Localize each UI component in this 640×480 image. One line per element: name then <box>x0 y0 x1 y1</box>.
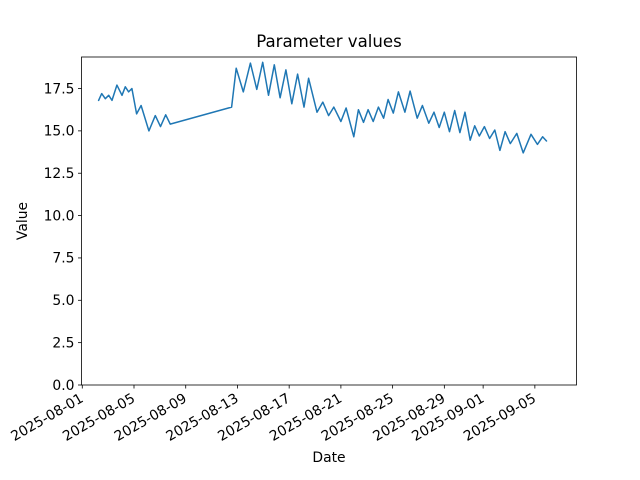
series-group <box>97 61 548 154</box>
y-axis-label: Value <box>15 202 31 240</box>
series-line-parameter-values <box>97 61 548 154</box>
x-axis-label: Date <box>312 450 345 466</box>
plot-frame <box>81 56 577 386</box>
y-tick-label: 0.0 <box>52 378 74 394</box>
y-tick-label: 12.5 <box>44 166 75 182</box>
y-tick-label: 10.0 <box>44 208 75 224</box>
chart-title: Parameter values <box>256 32 402 51</box>
y-tick-label: 7.5 <box>52 251 74 267</box>
y-tick-label: 17.5 <box>44 81 75 97</box>
y-tick-label: 15.0 <box>44 124 75 140</box>
y-tick-label: 2.5 <box>52 335 74 351</box>
y-axis: 0.0 2.5 5.0 7.5 10.0 12.5 15.0 17.5 <box>44 81 82 394</box>
y-tick-label: 5.0 <box>52 293 74 309</box>
